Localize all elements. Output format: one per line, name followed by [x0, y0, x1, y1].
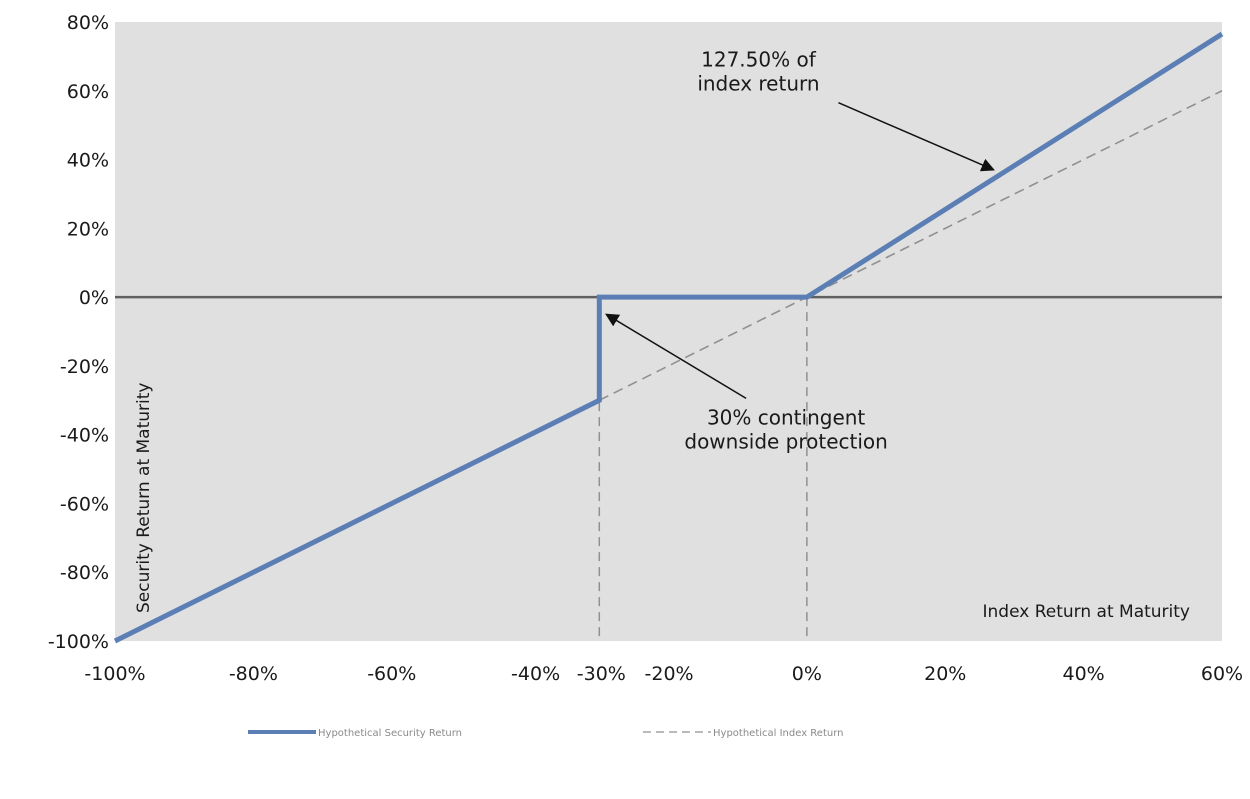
plot-background [115, 22, 1222, 641]
annotations: 127.50% of index return 30% contingent down… [605, 48, 995, 453]
y-tick-label: 0% [79, 287, 109, 309]
x-tick-label: -80% [229, 663, 278, 685]
y-tick-label: 20% [67, 218, 109, 240]
y-tick-label: -60% [60, 493, 109, 515]
x-tick-label: -20% [645, 663, 694, 685]
x-tick-label: 60% [1201, 663, 1243, 685]
legend-label-1: Hypothetical Index Return [713, 728, 844, 739]
y-tick-label: 80% [67, 12, 109, 34]
annotation-line: 30% contingent [707, 405, 865, 429]
series-line-hypothetical-index-return [598, 90, 1223, 401]
y-axis-ticks: 80% 60% 40% 20% 0% -20% -40% -60% -80% -100% [48, 12, 109, 653]
annotation-arrow-0 [838, 102, 995, 172]
x-tick-label: 20% [924, 663, 966, 685]
x-tick-label: -60% [367, 663, 416, 685]
legend: Hypothetical Security Return Hypothetical… [248, 728, 844, 739]
x-tick-label: 0% [792, 663, 822, 685]
annotation-text-1: 30% contingent downside protection [684, 405, 887, 453]
annotation-line: downside protection [684, 429, 887, 453]
x-tick-label: -30% [577, 663, 626, 685]
legend-label-0: Hypothetical Security Return [318, 728, 462, 739]
y-tick-label: -80% [60, 562, 109, 584]
y-tick-label: -20% [60, 356, 109, 378]
y-tick-label: -40% [60, 425, 109, 447]
x-tick-label: -100% [84, 663, 145, 685]
series-line-hypothetical-security-return [113, 31, 1224, 644]
x-tick-label: -40% [511, 663, 560, 685]
annotation-text-0: 127.50% of index return [697, 48, 819, 96]
y-tick-label: 60% [67, 81, 109, 103]
x-axis-title: Index Return at Maturity [983, 602, 1190, 622]
x-axis-ticks: -100% -80% -60% -40% -30% -20% 0% 20% 40% 60% [84, 663, 1243, 685]
y-axis-title: Security Return at Maturity [134, 383, 154, 613]
series-layer [113, 31, 1224, 644]
y-tick-label: -100% [48, 631, 109, 653]
annotation-line: index return [697, 72, 819, 96]
x-tick-label: 40% [1063, 663, 1105, 685]
annotation-line: 127.50% of [701, 48, 817, 72]
annotation-arrow-1 [605, 313, 747, 399]
y-tick-label: 40% [67, 150, 109, 172]
